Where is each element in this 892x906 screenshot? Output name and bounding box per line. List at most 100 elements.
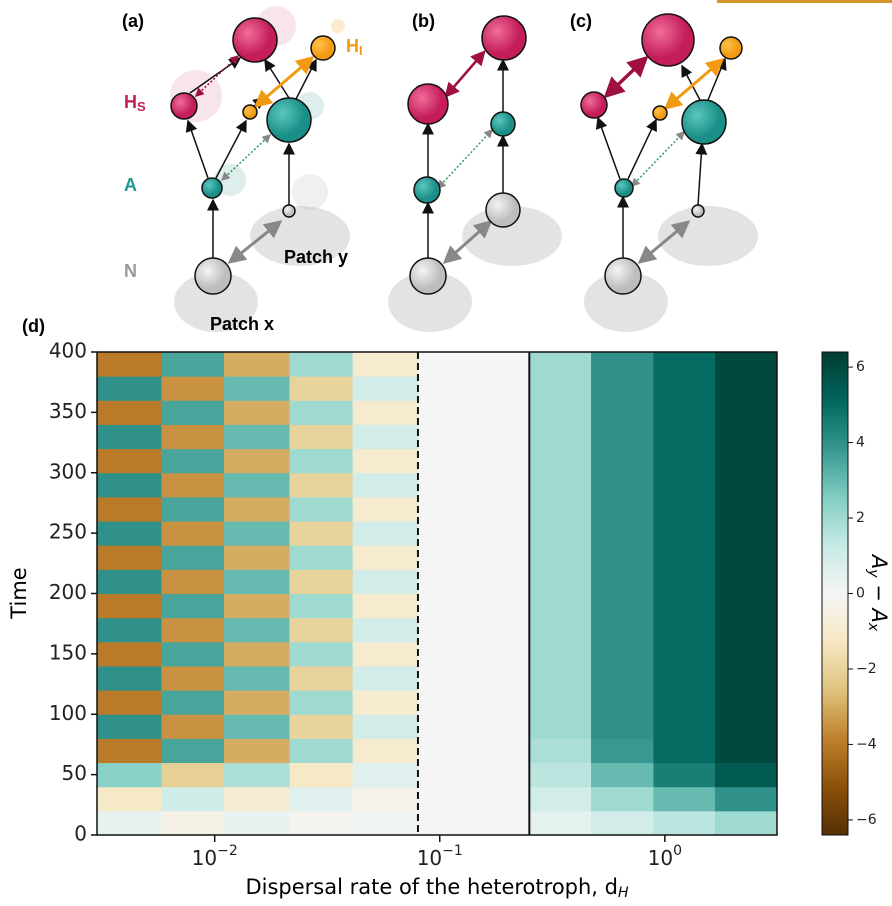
colorbar-label: A xyxy=(867,553,891,569)
heat-cell xyxy=(224,521,291,546)
heat-cell xyxy=(224,641,291,667)
heat-cell xyxy=(653,810,716,836)
heat-cell xyxy=(97,593,162,619)
patch-shadow xyxy=(174,272,258,332)
heat-cell xyxy=(653,593,716,619)
heat-cell xyxy=(714,352,778,377)
heat-cell xyxy=(417,521,530,546)
heat-cell xyxy=(289,617,354,643)
heat-cell xyxy=(653,400,716,425)
heat-cell xyxy=(714,472,778,498)
heat-cell xyxy=(653,714,716,739)
heat-cell xyxy=(653,690,716,715)
heat-cell xyxy=(591,569,654,594)
heat-cell xyxy=(224,593,291,619)
heat-cell xyxy=(714,690,778,715)
heat-cell xyxy=(289,400,354,425)
heat-cell xyxy=(289,593,354,619)
heat-cell xyxy=(591,738,654,764)
heat-cell xyxy=(224,400,291,425)
heat-cell xyxy=(161,569,225,594)
heat-cell xyxy=(653,376,716,401)
heat-cell xyxy=(417,617,530,643)
heat-cell xyxy=(352,593,419,619)
y-tick-label: 100 xyxy=(49,701,87,725)
heat-cell xyxy=(289,641,354,667)
heat-cell xyxy=(352,665,419,691)
heat-cell xyxy=(352,738,419,764)
heat-cell xyxy=(529,400,592,425)
heat-cell xyxy=(224,496,291,522)
axes: 0 50 100 150 200 250 300 350 400 10−2 10−1 100 −6 −4 −… xyxy=(49,339,877,870)
heat-cell xyxy=(529,593,592,619)
heat-cell xyxy=(224,786,291,812)
trophic-label-sub: I xyxy=(359,43,363,58)
panel-label: (b) xyxy=(412,11,435,31)
heat-cell xyxy=(289,738,354,764)
x-tick-label: 10−1 xyxy=(417,843,463,870)
trophic-label: H xyxy=(124,92,137,112)
heat-cell xyxy=(289,665,354,691)
heat-cell xyxy=(352,472,419,498)
heat-cell xyxy=(224,762,291,788)
y-tick-label: 200 xyxy=(49,580,87,604)
patch-label: Patch y xyxy=(284,247,348,267)
heat-cell xyxy=(97,738,162,764)
heat-cell xyxy=(591,593,654,619)
heat-cell xyxy=(97,569,162,594)
heat-cell xyxy=(352,690,419,715)
colorbar-label: Ay − Ax xyxy=(865,553,891,632)
heat-cell xyxy=(224,810,291,836)
patch-shadow xyxy=(584,272,668,332)
heat-cell xyxy=(97,714,162,739)
heat-cell xyxy=(352,545,419,570)
heat-cell xyxy=(224,714,291,739)
heat-cell xyxy=(161,593,225,619)
heat-cell xyxy=(352,762,419,788)
heat-cell xyxy=(224,376,291,401)
heat-cell xyxy=(417,496,530,522)
heat-cell xyxy=(352,617,419,643)
heat-cell xyxy=(591,424,654,450)
heat-cell xyxy=(161,641,225,667)
heat-cell xyxy=(161,714,225,739)
heat-cell xyxy=(653,665,716,691)
heat-cell xyxy=(289,521,354,546)
colorbar-label-sub: y xyxy=(865,568,881,578)
x-axis-label: Dispersal rate of the heterotroph, dH xyxy=(245,875,629,901)
y-tick-label: 50 xyxy=(62,761,87,785)
heat-cell xyxy=(653,545,716,570)
heat-cell xyxy=(653,448,716,474)
x-tick-label: 10−2 xyxy=(192,843,238,870)
heat-cell xyxy=(417,641,530,667)
heat-cell xyxy=(161,810,225,836)
heat-cell xyxy=(529,641,592,667)
heat-cell xyxy=(352,714,419,739)
heat-cell xyxy=(97,400,162,425)
heat-cell xyxy=(161,472,225,498)
heat-cell xyxy=(417,545,530,570)
trophic-label: N xyxy=(124,261,137,281)
heat-cell xyxy=(224,424,291,450)
heat-cell xyxy=(352,521,419,546)
heat-cell xyxy=(352,376,419,401)
heat-cell xyxy=(161,545,225,570)
heat-cell xyxy=(591,545,654,570)
heat-cell xyxy=(529,738,592,764)
heat-cell xyxy=(224,472,291,498)
heatmap xyxy=(97,352,778,836)
colorbar-tick-label: 0 xyxy=(856,586,865,602)
heat-cell xyxy=(417,352,530,377)
heat-cell xyxy=(714,521,778,546)
heat-cell xyxy=(224,617,291,643)
heat-cell xyxy=(591,762,654,788)
heat-cell xyxy=(289,545,354,570)
trophic-label: HI xyxy=(346,36,363,59)
heat-cell xyxy=(417,738,530,764)
heat-cell xyxy=(161,617,225,643)
heat-cell xyxy=(97,786,162,812)
heat-cell xyxy=(714,593,778,619)
colorbar-tick-label: −2 xyxy=(856,661,877,677)
ghost xyxy=(331,19,345,33)
heat-cell xyxy=(224,352,291,377)
